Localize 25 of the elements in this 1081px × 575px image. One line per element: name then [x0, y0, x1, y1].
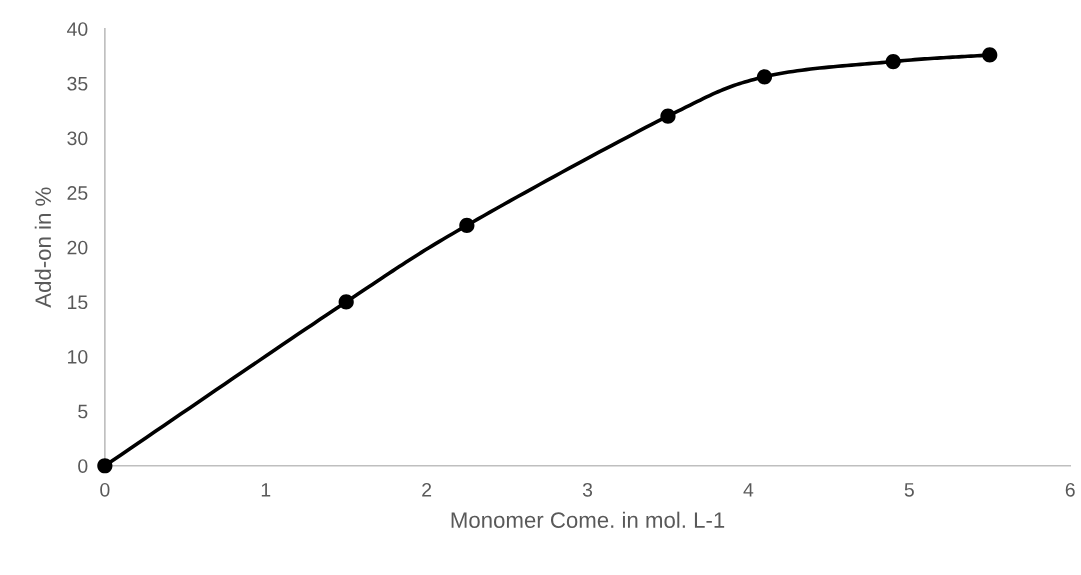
x-tick-label: 3	[582, 482, 593, 497]
point	[756, 69, 773, 85]
y-tick-label: 20	[67, 240, 88, 255]
y-tick-label: 0	[78, 459, 88, 473]
point	[338, 294, 354, 310]
x-tick-label: 4	[743, 483, 754, 497]
x-tick-label: 6	[1065, 482, 1075, 497]
point	[459, 217, 475, 234]
y-tick-label: 40	[67, 22, 88, 36]
x-tick-label: 5	[904, 483, 914, 497]
y-axis-title: Add-on in %	[34, 187, 52, 308]
point	[660, 108, 676, 124]
point	[97, 458, 113, 474]
point	[982, 47, 998, 63]
x-tick-label: 0	[100, 482, 110, 497]
y-tick-label: 10	[68, 349, 88, 364]
x-tick-label: 1	[261, 483, 271, 497]
y-tick-label: 35	[67, 76, 88, 91]
y-tick-label: 15	[68, 295, 88, 310]
x-tick-label: 2	[422, 482, 432, 497]
y-tick-label: 25	[67, 186, 88, 200]
y-tick-label: 5	[78, 404, 88, 419]
y-tick-label: 30	[67, 131, 88, 146]
point	[885, 53, 901, 70]
x-axis-title: Monomer Come. in mol. L-1	[451, 511, 725, 528]
